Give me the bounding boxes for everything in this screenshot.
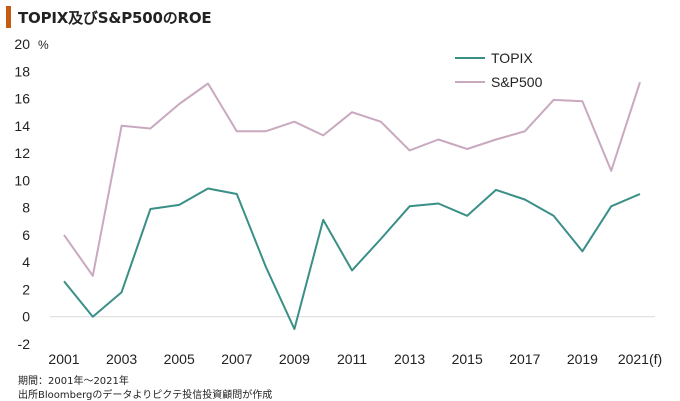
source-note: 出所Bloombergのデータよりピクテ投信投資顧問が作成 (18, 390, 273, 401)
y-tick-label: 18 (14, 63, 30, 79)
x-tick-label: 2003 (106, 351, 137, 367)
x-tick-label: 2019 (567, 351, 598, 367)
y-tick-label: 2 (22, 281, 30, 297)
y-tick-label: 12 (14, 145, 30, 161)
legend-label-topix: TOPIX (491, 50, 533, 66)
x-tick-label: 2015 (452, 351, 483, 367)
y-tick-label: -2 (18, 336, 31, 352)
title-accent-bar (6, 6, 11, 28)
chart-title: TOPIX及びS&P500のROE (18, 9, 212, 27)
x-tick-label: 2007 (221, 351, 252, 367)
x-tick-label: 2013 (394, 351, 425, 367)
y-tick-label: 6 (22, 227, 30, 243)
y-tick-label: 4 (22, 254, 30, 270)
y-tick-label: 16 (14, 91, 30, 107)
series-line-s-p500 (63, 81, 641, 277)
x-tick-label: 2005 (164, 351, 195, 367)
x-tick-label: 2017 (509, 351, 540, 367)
period-note: 期間：2001年～2021年 (18, 376, 129, 387)
x-tick-label: 2001 (48, 351, 79, 367)
x-tick-label: 2011 (337, 351, 367, 367)
y-tick-label: 14 (14, 118, 30, 134)
y-tick-label: 20 (14, 36, 30, 52)
y-tick-label: 0 (22, 309, 30, 325)
x-tick-label: 2009 (279, 351, 310, 367)
y-tick-label: 8 (22, 200, 30, 216)
y-unit-label: % (38, 38, 49, 52)
y-tick-label: 10 (14, 172, 30, 188)
series-line-topix (63, 187, 641, 330)
legend-label-s-p500: S&P500 (491, 74, 543, 90)
x-tick-label: 2021(f) (618, 351, 662, 367)
